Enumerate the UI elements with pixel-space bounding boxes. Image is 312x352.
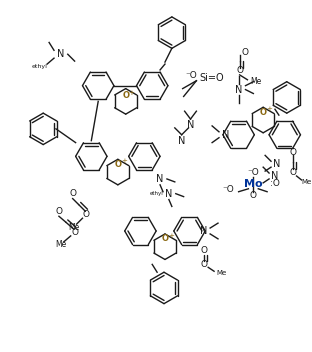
- Text: ethyl: ethyl: [150, 191, 164, 196]
- Text: O: O: [69, 189, 76, 198]
- Text: :O: :O: [270, 180, 280, 188]
- Text: +: +: [266, 106, 272, 112]
- Text: O: O: [122, 91, 129, 100]
- Text: N: N: [222, 130, 230, 140]
- Text: ⁻O: ⁻O: [222, 185, 234, 194]
- Text: Me: Me: [301, 179, 312, 185]
- Text: N: N: [156, 174, 164, 184]
- Text: O: O: [289, 148, 296, 157]
- Text: Me: Me: [55, 240, 66, 249]
- Text: N: N: [165, 189, 173, 199]
- Text: Mo: Mo: [244, 179, 263, 189]
- Text: O: O: [162, 234, 168, 243]
- Text: ethyl: ethyl: [31, 64, 47, 69]
- Text: O: O: [201, 246, 208, 255]
- Text: O: O: [71, 228, 78, 238]
- Text: Me: Me: [216, 270, 226, 276]
- Text: +: +: [129, 89, 134, 95]
- Text: +: +: [121, 158, 127, 164]
- Text: O: O: [56, 207, 62, 216]
- Text: O: O: [289, 168, 296, 177]
- Text: Me: Me: [68, 222, 79, 232]
- Text: O: O: [201, 260, 208, 269]
- Text: N: N: [57, 49, 65, 59]
- Text: N: N: [200, 226, 207, 236]
- Text: O: O: [260, 108, 267, 117]
- Text: O: O: [250, 191, 257, 200]
- Text: N: N: [271, 171, 279, 181]
- Text: O: O: [83, 210, 90, 219]
- Text: Me: Me: [251, 77, 262, 86]
- Text: O: O: [236, 67, 243, 75]
- Text: N: N: [178, 136, 185, 146]
- Text: N: N: [187, 120, 194, 130]
- Text: ⁻O: ⁻O: [247, 168, 259, 177]
- Text: O: O: [114, 160, 121, 169]
- Text: O: O: [242, 48, 249, 57]
- Text: Si=O: Si=O: [199, 73, 224, 83]
- Text: ⁻O: ⁻O: [186, 71, 197, 80]
- Text: N: N: [273, 159, 280, 169]
- Text: +: +: [168, 233, 174, 239]
- Text: N: N: [235, 84, 242, 95]
